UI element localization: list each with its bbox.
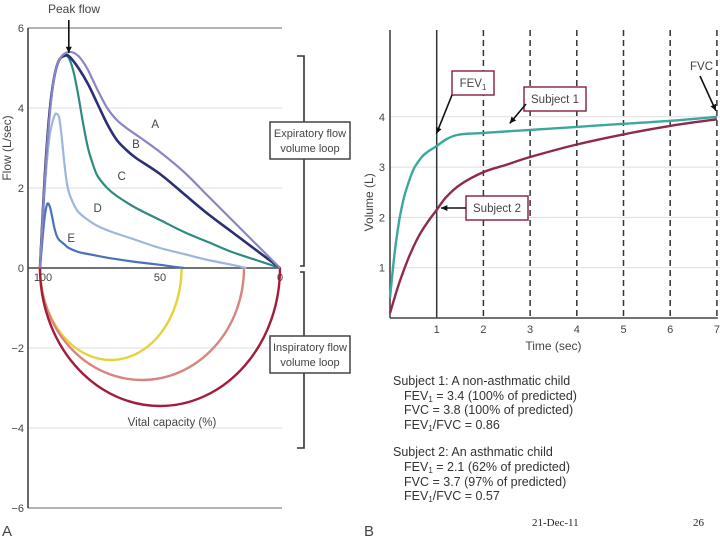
y-tick-label: 6 [18, 23, 24, 35]
fev1-arrow-head [435, 126, 442, 134]
ratio-value: /FVC = 0.57 [432, 489, 500, 504]
fev-label: FEV [404, 489, 429, 504]
subject1-fvc: FVC = 3.8 (100% of predicted) [404, 403, 574, 418]
x-tick-label: 6 [667, 324, 673, 336]
expiratory-loop-label-line2: volume loop [280, 143, 339, 155]
expiratory-series-e [38, 202, 185, 270]
x-axis-label: Vital capacity (%) [128, 417, 217, 429]
subject2-fev1: FEV1 = 2.1 (62% of predicted) [393, 460, 577, 475]
series-subject-1 [388, 115, 718, 299]
fev-label: FEV [404, 388, 429, 403]
panel-label-a: A [2, 523, 12, 540]
y-tick-label: −6 [11, 503, 24, 515]
subject2-ratio: FEV1/FVC = 0.57 [393, 489, 577, 504]
fvc-label: FVC [690, 61, 713, 73]
y-tick-label: 4 [18, 103, 24, 115]
x-tick-label: 4 [574, 324, 580, 336]
curve-label-c: C [117, 171, 125, 183]
subject2-notes: Subject 2: An asthmatic child FEV1 = 2.1… [393, 445, 577, 503]
y-tick-label: −4 [11, 423, 24, 435]
subject1-title: Subject 1: A non-asthmatic child [393, 374, 571, 388]
curve-label-e: E [67, 233, 75, 245]
y-tick-label: −2 [11, 343, 24, 355]
fev1-value: = 2.1 (62% of predicted) [432, 459, 570, 474]
subject1-fev1: FEV1 = 3.4 (100% of predicted) [393, 389, 577, 404]
subject2-arrow-head [441, 204, 448, 212]
fev-subscript: 1 [428, 423, 433, 433]
peak-flow-label: Peak flow [48, 2, 100, 16]
expiratory-loop-label-line1: Expiratory flow [274, 128, 346, 140]
inspiratory-loop-label-box [269, 335, 351, 374]
subject1-arrow-shaft [509, 103, 527, 124]
x-tick-label: 7 [714, 324, 720, 336]
x-axis-label: Time (sec) [525, 339, 581, 353]
expiratory-series-d [38, 112, 247, 270]
footer-date: 21-Dec-11 [532, 517, 579, 529]
inspiratory-loop-series [38, 267, 246, 382]
curve-label-d: D [93, 203, 101, 215]
subject2-label-text: Subject 2 [473, 203, 521, 215]
spirometry-notes: Subject 1: A non-asthmatic child FEV1 = … [393, 374, 577, 504]
subject1-label-box [523, 86, 587, 112]
x-tick-label: 50 [154, 272, 166, 284]
fvc-arrow-head [710, 103, 717, 111]
fev1-label-box [451, 70, 495, 96]
subject1-notes: Subject 1: A non-asthmatic child FEV1 = … [393, 374, 577, 432]
x-tick-label: 100 [34, 272, 52, 284]
curve-label-b: B [132, 139, 140, 151]
y-tick-label: 0 [18, 263, 24, 275]
fev-subscript: 1 [428, 394, 433, 404]
ratio-value: /FVC = 0.86 [432, 417, 500, 432]
curve-label-a: A [151, 119, 159, 131]
subject1-label-text: Subject 1 [531, 94, 579, 106]
fev1-arrow-shaft [435, 94, 453, 135]
inspiratory-loop-series [38, 267, 282, 408]
subject2-label-box [465, 195, 529, 221]
fvc-arrow-shaft [699, 75, 717, 112]
fev-subscript: 1 [482, 83, 487, 92]
fev1-label-text: FEV1 [460, 78, 487, 92]
expiratory-series-a [38, 50, 281, 269]
y-tick-label: 2 [18, 183, 24, 195]
fev-subscript: 1 [428, 495, 433, 505]
fev-subscript: 1 [428, 465, 433, 475]
subject2-fvc: FVC = 3.7 (97% of predicted) [404, 474, 567, 489]
x-tick-label: 5 [620, 324, 626, 336]
x-tick-label: 2 [480, 324, 486, 336]
expiratory-series-c [38, 54, 281, 270]
expiratory-bracket [297, 55, 305, 267]
series-subject-2 [388, 118, 718, 314]
inspiratory-loop-label-line2: volume loop [280, 357, 339, 369]
subject2-title: Subject 2: An asthmatic child [393, 445, 553, 460]
expiratory-loop-label-box [269, 121, 351, 160]
subject1-arrow-head [509, 116, 517, 124]
peak-flow-arrow-head [65, 46, 72, 53]
inspiratory-loop-label-line1: Inspiratory flow [273, 342, 347, 354]
footer-page-number: 26 [693, 517, 704, 529]
x-tick-label: 3 [527, 324, 533, 336]
x-tick-label: 1 [434, 324, 440, 336]
fev1-value: = 3.4 (100% of predicted) [432, 388, 577, 403]
fev-label: FEV [404, 459, 429, 474]
y-axis-label: Flow (L/sec) [0, 115, 14, 180]
subject1-ratio: FEV1/FVC = 0.86 [393, 418, 577, 433]
fev-label: FEV [404, 417, 429, 432]
